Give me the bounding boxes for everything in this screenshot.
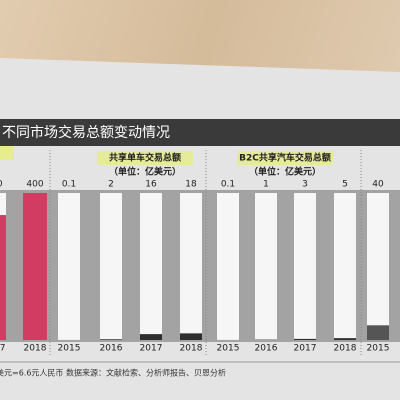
x-tick-label: 2016 xyxy=(100,344,123,354)
bar-background xyxy=(100,193,122,340)
x-tick-label: 2018 xyxy=(24,344,47,354)
x-tick-label: 2018 xyxy=(334,344,357,354)
bar-background xyxy=(255,193,277,340)
bar xyxy=(0,215,6,340)
panel-subtitle: （单位：亿美元） xyxy=(109,166,181,178)
x-tick-label: 2015 xyxy=(217,344,240,354)
bar xyxy=(294,338,316,340)
bar-background xyxy=(140,193,162,340)
header-bar xyxy=(0,119,400,146)
panel-subtitle: （单位：亿美元） xyxy=(249,166,321,178)
x-tick-label: 2017 xyxy=(0,344,5,354)
footnote: 美元=6.6元人民币 数据来源：文献检索、分析师报告、贝恩分析 xyxy=(0,368,226,378)
value-label: 16 xyxy=(145,180,157,190)
value-label: 0.1 xyxy=(62,180,76,190)
panel-title: B2C共享汽车交易总额 xyxy=(239,152,331,164)
x-tick-label: 2017 xyxy=(294,344,317,354)
panel-title: 共享单车交易总额 xyxy=(109,152,181,164)
bar-background xyxy=(294,193,316,340)
x-tick-label: 2017 xyxy=(140,344,163,354)
bar xyxy=(23,193,47,340)
value-label: 400 xyxy=(26,180,43,190)
x-tick-label: 2015 xyxy=(367,344,390,354)
value-label: 5 xyxy=(342,180,348,190)
value-label: 40 xyxy=(372,180,384,190)
bar-background xyxy=(217,193,239,340)
title-highlight xyxy=(97,151,193,165)
bar xyxy=(140,334,162,340)
bar-background xyxy=(58,193,80,340)
bar-background xyxy=(334,193,356,340)
highlight xyxy=(0,146,14,160)
bar-background xyxy=(367,193,389,340)
bar xyxy=(100,339,122,340)
value-label: 3 xyxy=(302,180,308,190)
x-tick-label: 2015 xyxy=(58,344,81,354)
bar xyxy=(367,325,389,340)
value-label: 1 xyxy=(263,180,269,190)
x-tick-label: 2016 xyxy=(255,344,278,354)
value-label: 2 xyxy=(108,180,114,190)
x-tick-label: 2018 xyxy=(180,344,203,354)
bar xyxy=(180,333,202,340)
value-label: 18 xyxy=(185,180,197,190)
bar-background xyxy=(180,193,202,340)
bar xyxy=(334,338,356,340)
header-title: 不同市场交易总额变动情况 xyxy=(2,124,170,141)
value-label: 0.1 xyxy=(221,180,235,190)
value-label: 340 xyxy=(0,180,3,190)
title-highlight xyxy=(237,151,333,165)
